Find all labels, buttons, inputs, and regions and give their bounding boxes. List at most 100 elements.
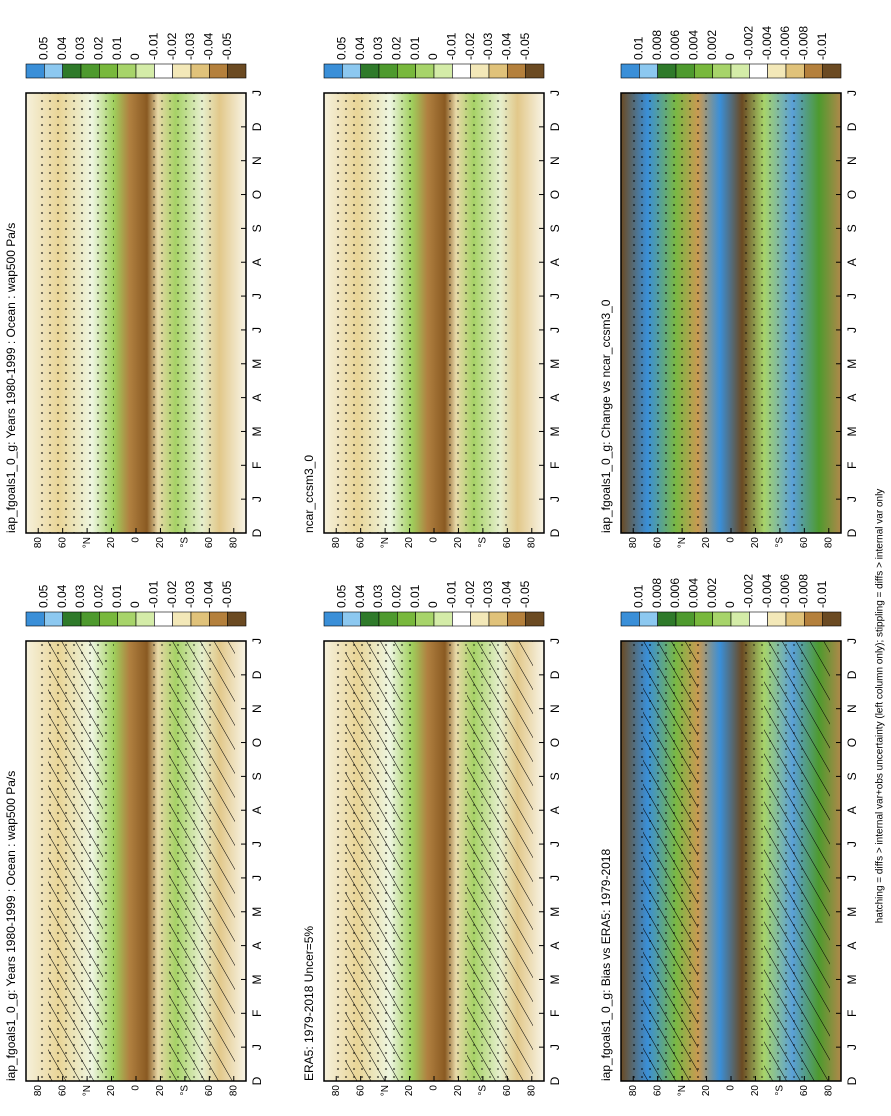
month-label: D (845, 1076, 859, 1085)
month-label: J (548, 90, 562, 96)
colorbar-label: -0.01 (815, 580, 829, 608)
month-label: M (250, 359, 264, 369)
stippling (742, 93, 808, 533)
colorbar-label: 0.006 (668, 578, 682, 608)
colorbar-box (785, 611, 805, 627)
colorbar-box (749, 611, 768, 627)
month-label: A (250, 942, 264, 950)
month-label: D (250, 122, 264, 131)
lat-label: 80 (228, 1085, 239, 1097)
month-label: S (548, 224, 562, 232)
lat-label: °N (380, 1085, 391, 1096)
month-label: J (250, 293, 264, 299)
colorbar-box (488, 611, 508, 627)
colorbar-label: -0.05 (518, 32, 532, 60)
colorbar-label: 0.008 (650, 30, 664, 60)
panel-title: ncar_ccsm3_0 (302, 455, 316, 533)
month-label: O (845, 738, 859, 747)
lat-label: °S (478, 537, 489, 548)
colorbar-box (415, 611, 435, 627)
colorbar-label: 0.006 (668, 30, 682, 60)
month-label: J (845, 90, 859, 96)
month-label: J (845, 496, 859, 502)
lat-label: 60 (204, 1085, 215, 1097)
lat-label: 20 (453, 537, 464, 549)
lat-label: 20 (701, 1085, 712, 1097)
month-label: J (845, 638, 859, 644)
month-label: F (845, 1010, 859, 1017)
colorbar-label: -0.01 (445, 32, 459, 60)
lat-label: 20 (155, 1085, 166, 1097)
panel-title: iap_fgoals1_0_g: Years 1980-1999 : Ocean… (4, 223, 18, 533)
lat-label: °S (180, 537, 191, 548)
colorbar-box (767, 611, 787, 627)
month-label: F (548, 462, 562, 469)
colorbar-box (694, 63, 713, 79)
lat-label: 60 (652, 537, 663, 549)
colorbar-box (190, 63, 210, 79)
colorbar-label: -0.02 (165, 32, 179, 60)
month-label: A (548, 258, 562, 266)
month-label: A (845, 258, 859, 266)
colorbar-box (639, 611, 658, 627)
month-label: O (548, 190, 562, 199)
colorbar-box (730, 611, 750, 627)
colorbar-label: -0.03 (481, 32, 495, 60)
month-label: J (548, 293, 562, 299)
month-label: O (845, 190, 859, 199)
colorbar-label: 0.04 (55, 584, 69, 608)
colorbar-box (675, 611, 695, 627)
month-label: J (250, 496, 264, 502)
month-label: D (250, 670, 264, 679)
month-label: O (548, 738, 562, 747)
month-label: A (548, 942, 562, 950)
lat-label: 60 (652, 1085, 663, 1097)
colorbar-label: 0.02 (390, 584, 404, 608)
colorbar-label: -0.03 (183, 32, 197, 60)
colorbar-label: 0.03 (371, 36, 385, 60)
month-label: J (250, 90, 264, 96)
month-label: J (548, 841, 562, 847)
colorbar-label: -0.03 (481, 580, 495, 608)
lat-label: 60 (204, 537, 215, 549)
month-label: D (548, 670, 562, 679)
month-label: A (845, 394, 859, 402)
colorbar-box (804, 611, 823, 627)
lat-label: 80 (628, 537, 639, 549)
colorbar-box (209, 611, 228, 627)
colorbar-box (694, 611, 713, 627)
lat-label: 20 (106, 537, 117, 549)
colorbar-label: -0.05 (220, 32, 234, 60)
month-label: M (250, 974, 264, 984)
colorbar-box (657, 611, 677, 627)
month-label: J (845, 841, 859, 847)
colorbar-label: -0.01 (147, 580, 161, 608)
colorbar-label: 0.03 (73, 584, 87, 608)
month-label: A (250, 806, 264, 814)
lat-label: 20 (106, 1085, 117, 1097)
month-label: A (250, 394, 264, 402)
lat-label: 20 (155, 537, 166, 549)
colorbar-box (712, 611, 732, 627)
colorbar-label: -0.05 (220, 580, 234, 608)
colorbar-box (342, 63, 361, 79)
colorbar-box (342, 611, 361, 627)
colorbar-box (172, 63, 192, 79)
colorbar-label: 0.01 (408, 36, 422, 60)
month-label: D (548, 122, 562, 131)
panel: iap_fgoals1_0_g: Years 1980-1999 : Ocean… (4, 32, 264, 548)
colorbar-label: -0.006 (778, 574, 792, 608)
lat-label: °N (677, 1085, 688, 1096)
month-label: S (250, 224, 264, 232)
colorbar-label: -0.04 (202, 580, 216, 608)
month-label: N (845, 704, 859, 713)
colorbar-box (62, 611, 82, 627)
colorbar-label: 0 (426, 53, 440, 60)
month-label: D (845, 122, 859, 131)
colorbar-label: -0.04 (500, 580, 514, 608)
colorbar-label: 0.004 (687, 30, 701, 60)
month-label: J (250, 841, 264, 847)
colorbar-box (675, 63, 695, 79)
lat-label: 0 (726, 537, 737, 543)
month-label: D (845, 670, 859, 679)
